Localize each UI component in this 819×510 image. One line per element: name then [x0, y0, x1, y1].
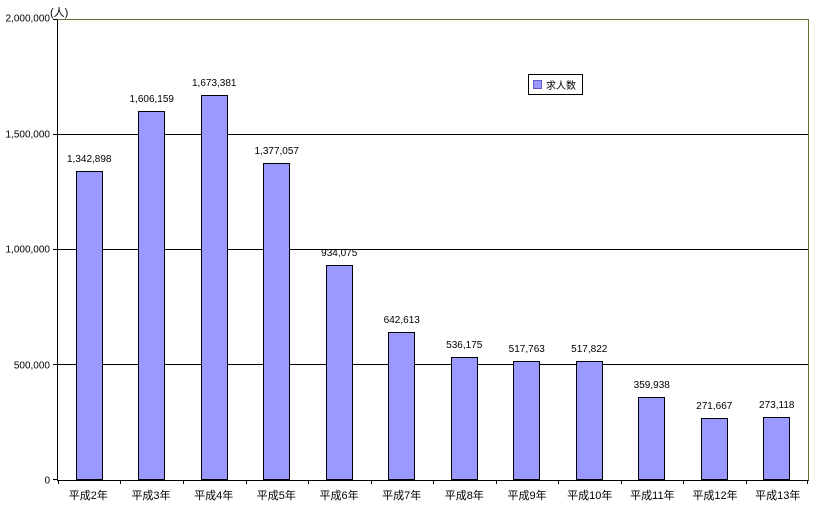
legend-marker-icon [533, 80, 542, 89]
x-axis-label: 平成8年 [444, 490, 484, 502]
bar-value-label: 1,342,898 [67, 154, 112, 166]
x-axis-tick [58, 480, 59, 484]
gridline [58, 249, 808, 250]
bar [763, 417, 791, 480]
x-axis-tick [620, 480, 622, 484]
x-axis-label: 平成4年 [194, 490, 234, 502]
y-axis-tick-label: 1,000,000 [5, 244, 51, 256]
bar [75, 171, 103, 480]
x-axis-tick [120, 480, 122, 484]
bar-slot: 517,763 [496, 20, 559, 480]
bar [700, 417, 728, 480]
legend-label: 求人数 [546, 81, 576, 92]
bar-value-label: 536,175 [446, 339, 483, 351]
y-axis-tick-label: 1,500,000 [5, 129, 51, 140]
bar-slot: 1,377,057 [246, 20, 309, 480]
legend: 求人数 [528, 74, 583, 95]
y-axis-unit-label: (人) [50, 7, 69, 19]
y-axis-tick [53, 19, 57, 20]
bar [450, 356, 478, 480]
x-axis-tick [433, 480, 434, 484]
y-axis-tick-label: 500,000 [13, 360, 50, 371]
x-axis-tick [557, 480, 559, 484]
y-axis-tick-label: 0 [44, 475, 50, 487]
bar [263, 163, 291, 480]
y-axis-tick [53, 364, 57, 365]
bar [200, 95, 228, 480]
x-axis-tick [495, 480, 497, 484]
bar-slot: 273,118 [746, 20, 809, 480]
x-axis-tick [182, 480, 184, 484]
bar-slot: 536,175 [433, 20, 496, 480]
y-axis-tick [53, 249, 57, 250]
gridline [58, 364, 808, 365]
bar-value-label: 1,377,057 [254, 146, 300, 158]
bar-slot: 1,606,159 [121, 20, 184, 480]
gridline [58, 134, 808, 135]
x-axis-tick [370, 480, 372, 484]
bar-value-label: 359,938 [633, 380, 670, 392]
x-axis-label: 平成11年 [630, 490, 675, 502]
y-axis-tick-labels: 0 500,000 1,000,000 1,500,000 2,000,000 [0, 14, 52, 487]
bar-value-label: 517,763 [508, 343, 545, 355]
bar-value-label: 934,075 [321, 248, 358, 260]
x-axis-tick [807, 480, 808, 484]
bar-slot: 1,342,898 [58, 20, 121, 480]
bar-slot: 934,075 [308, 20, 371, 480]
x-axis-label: 平成7年 [382, 490, 422, 502]
bar [575, 360, 603, 480]
x-axis-labels: 平成2年 平成3年 平成4年 平成5年 平成6年 平成7年 平成8年 平成9年 平成10年 平成1… [57, 487, 809, 503]
bar-slot: 1,673,381 [183, 20, 246, 480]
bar [388, 332, 416, 480]
bar-value-label: 642,613 [383, 315, 420, 327]
bar-slot: 642,613 [371, 20, 434, 480]
x-axis-label: 平成9年 [507, 490, 547, 502]
x-axis-label: 平成13年 [755, 490, 801, 502]
bars-row: 1,342,898 1,606,159 1,673,381 1,377,057 934,… [58, 20, 808, 480]
bar-value-label: 273,118 [759, 400, 795, 412]
bar-value-label: 271,667 [696, 400, 733, 412]
x-axis-tick [745, 480, 747, 484]
x-axis-label: 平成2年 [68, 490, 108, 502]
bar-slot: 517,822 [558, 20, 621, 480]
bar [513, 360, 541, 480]
y-axis-tick [53, 134, 57, 135]
x-axis-tick [245, 480, 247, 484]
x-axis-label: 平成10年 [567, 490, 613, 502]
bar [138, 110, 166, 480]
y-axis-tick-label: 2,000,000 [5, 13, 51, 25]
x-axis-label: 平成6年 [319, 490, 359, 502]
bar-value-label: 1,673,381 [192, 78, 237, 90]
bar-value-label: 1,606,159 [129, 93, 175, 105]
bar [638, 397, 666, 480]
x-axis-label: 平成5年 [256, 490, 296, 502]
y-axis-tick [53, 479, 57, 480]
x-axis-label: 平成3年 [131, 490, 171, 502]
bar-slot: 359,938 [621, 20, 684, 480]
bar-slot: 271,667 [683, 20, 746, 480]
bar [325, 265, 353, 480]
x-axis-tick [683, 480, 684, 484]
x-axis-tick [307, 480, 309, 484]
bar-value-label: 517,822 [571, 343, 608, 355]
x-axis-label: 平成12年 [692, 490, 738, 502]
plot-area: 1,342,898 1,606,159 1,673,381 1,377,057 934,… [53, 19, 809, 484]
